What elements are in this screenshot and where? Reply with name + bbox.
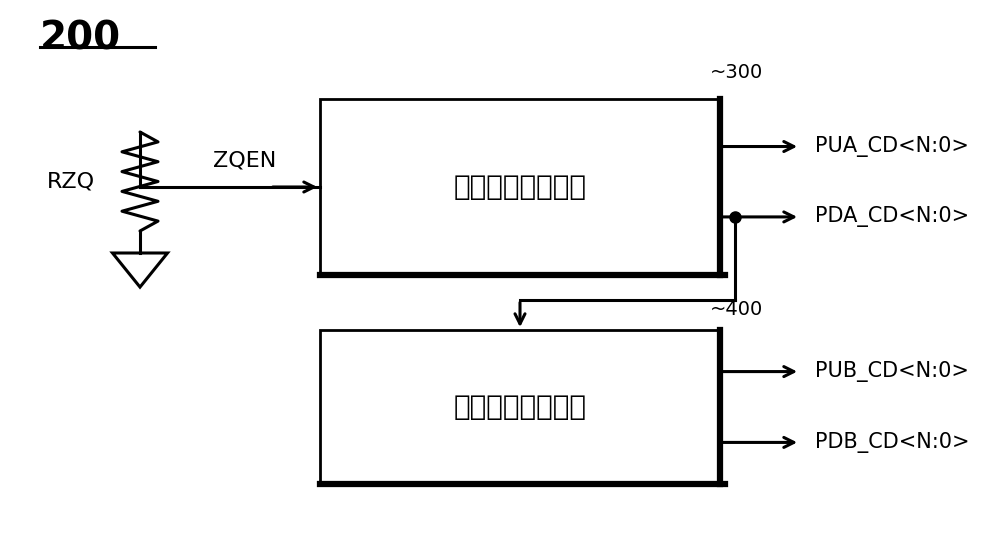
Text: PUB_CD<N:0>: PUB_CD<N:0> [815, 361, 969, 382]
Text: ZQEN: ZQEN [213, 151, 277, 170]
Text: ~400: ~400 [710, 300, 763, 319]
Text: 第一阻抗校准部件: 第一阻抗校准部件 [454, 173, 586, 201]
Text: PDB_CD<N:0>: PDB_CD<N:0> [815, 432, 970, 453]
Text: PDA_CD<N:0>: PDA_CD<N:0> [815, 206, 969, 227]
Text: 200: 200 [40, 19, 121, 57]
Text: ~300: ~300 [710, 63, 763, 82]
Text: RZQ: RZQ [47, 172, 95, 191]
Bar [320, 99, 720, 275]
Text: PUA_CD<N:0>: PUA_CD<N:0> [815, 136, 969, 157]
Text: 第二阻抗校准部件: 第二阻抗校准部件 [454, 393, 586, 421]
Bar [320, 330, 720, 484]
